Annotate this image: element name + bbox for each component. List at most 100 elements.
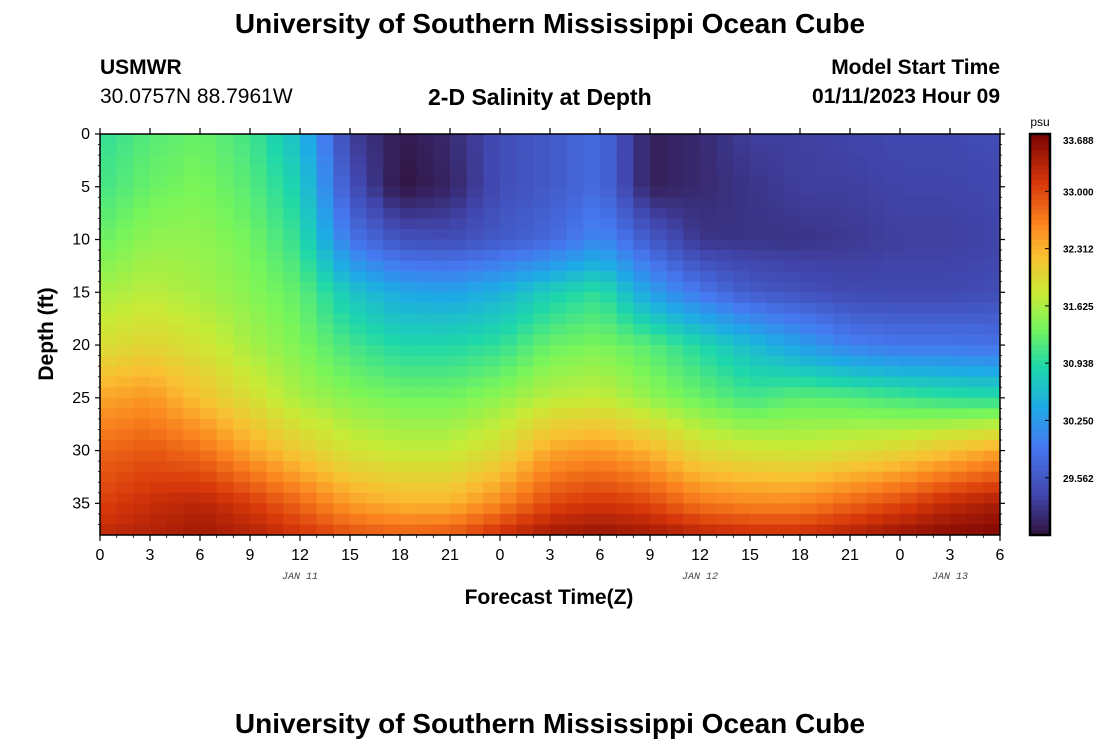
heatmap-cell — [750, 207, 768, 220]
heatmap-cell — [816, 260, 834, 272]
heatmap-cell — [733, 292, 751, 304]
heatmap-cell — [716, 387, 734, 399]
heatmap-cell — [400, 429, 418, 441]
heatmap-cell — [583, 376, 601, 388]
heatmap-cell — [550, 492, 568, 504]
colorbar: psu 33.68833.00032.31231.62530.93830.250… — [1028, 115, 1094, 537]
heatmap-cell — [150, 345, 168, 357]
heatmap-cell — [216, 228, 234, 241]
heatmap-cell — [100, 260, 118, 272]
heatmap-cell — [633, 345, 651, 357]
heatmap-cell — [900, 355, 918, 367]
heatmap-cell — [983, 228, 1000, 241]
colorbar-segment — [1030, 349, 1050, 356]
colorbar-segment — [1030, 389, 1050, 396]
heatmap-cell — [650, 366, 668, 378]
heatmap-cell — [733, 440, 751, 452]
heatmap-cell — [483, 165, 501, 177]
heatmap-cell — [416, 440, 434, 452]
heatmap-cell — [933, 408, 951, 420]
heatmap-cell — [183, 503, 201, 515]
heatmap-cell — [316, 302, 334, 314]
heatmap-cell — [366, 450, 384, 462]
heatmap-cell — [816, 134, 834, 146]
heatmap-cell — [266, 345, 284, 357]
heatmap-cell — [533, 355, 551, 367]
y-tick-label: 15 — [72, 284, 90, 301]
heatmap-cell — [833, 186, 851, 198]
heatmap-cell — [833, 334, 851, 346]
heatmap-cell — [650, 144, 668, 156]
heatmap-cell — [950, 355, 968, 367]
heatmap-cell — [966, 450, 984, 462]
heatmap-cell — [200, 313, 218, 325]
heatmap-cell — [200, 218, 218, 230]
heatmap-cell — [400, 440, 418, 452]
heatmap-cell — [183, 482, 201, 494]
heatmap-cell — [116, 334, 134, 346]
heatmap-cell — [233, 134, 251, 146]
heatmap-cell — [100, 207, 118, 220]
heatmap-cell — [966, 513, 984, 526]
heatmap-cell — [266, 134, 284, 146]
heatmap-cell — [300, 218, 318, 230]
heatmap-cell — [783, 323, 801, 336]
heatmap-cell — [133, 524, 151, 535]
heatmap-cell — [900, 197, 918, 209]
heatmap-cell — [633, 355, 651, 367]
colorbar-segment — [1030, 509, 1050, 516]
heatmap-cell — [816, 366, 834, 378]
heatmap-cell — [516, 345, 534, 357]
heatmap-cell — [650, 429, 668, 441]
heatmap-cell — [450, 513, 468, 526]
heatmap-cell — [800, 186, 818, 198]
heatmap-cell — [350, 503, 368, 515]
heatmap-cell — [350, 313, 368, 325]
heatmap-cell — [166, 281, 184, 293]
heatmap-cell — [400, 144, 418, 156]
y-tick-label: 30 — [72, 443, 90, 460]
colorbar-segment — [1030, 269, 1050, 275]
heatmap-cell — [116, 239, 134, 251]
heatmap-cell — [750, 440, 768, 452]
heatmap-cell — [233, 366, 251, 378]
heatmap-cell — [400, 218, 418, 230]
heatmap-cell — [366, 461, 384, 473]
heatmap-cell — [633, 323, 651, 336]
heatmap-cell — [316, 155, 334, 167]
colorbar-segment — [1030, 274, 1050, 280]
heatmap-cell — [683, 165, 701, 177]
heatmap-cell — [666, 250, 684, 262]
heatmap-cell — [733, 176, 751, 188]
heatmap-cell — [683, 176, 701, 188]
heatmap-cell — [683, 281, 701, 293]
heatmap-cell — [666, 450, 684, 462]
heatmap-cell — [100, 302, 118, 314]
heatmap-cell — [333, 450, 351, 462]
heatmap-cell — [750, 376, 768, 388]
heatmap-cell — [783, 461, 801, 473]
colorbar-segment — [1030, 434, 1050, 441]
heatmap-cell — [366, 355, 384, 367]
heatmap-cell — [966, 503, 984, 515]
heatmap-cell — [900, 408, 918, 420]
heatmap-cell — [616, 471, 634, 483]
heatmap-cell — [166, 250, 184, 262]
heatmap-cell — [166, 334, 184, 346]
heatmap-cell — [566, 408, 584, 420]
heatmap-cell — [500, 492, 518, 504]
heatmap-cell — [666, 239, 684, 251]
heatmap-cell — [366, 492, 384, 504]
heatmap-cell — [366, 429, 384, 441]
heatmap-cell — [933, 524, 951, 535]
heatmap-cell — [600, 228, 618, 241]
heatmap-cell — [600, 323, 618, 336]
heatmap-cell — [533, 218, 551, 230]
heatmap-cell — [766, 207, 784, 220]
heatmap-cell — [333, 492, 351, 504]
heatmap-cell — [916, 397, 934, 409]
heatmap-cell — [533, 207, 551, 220]
heatmap-cell — [150, 376, 168, 388]
heatmap-cell — [833, 397, 851, 409]
heatmap-cell — [250, 503, 268, 515]
